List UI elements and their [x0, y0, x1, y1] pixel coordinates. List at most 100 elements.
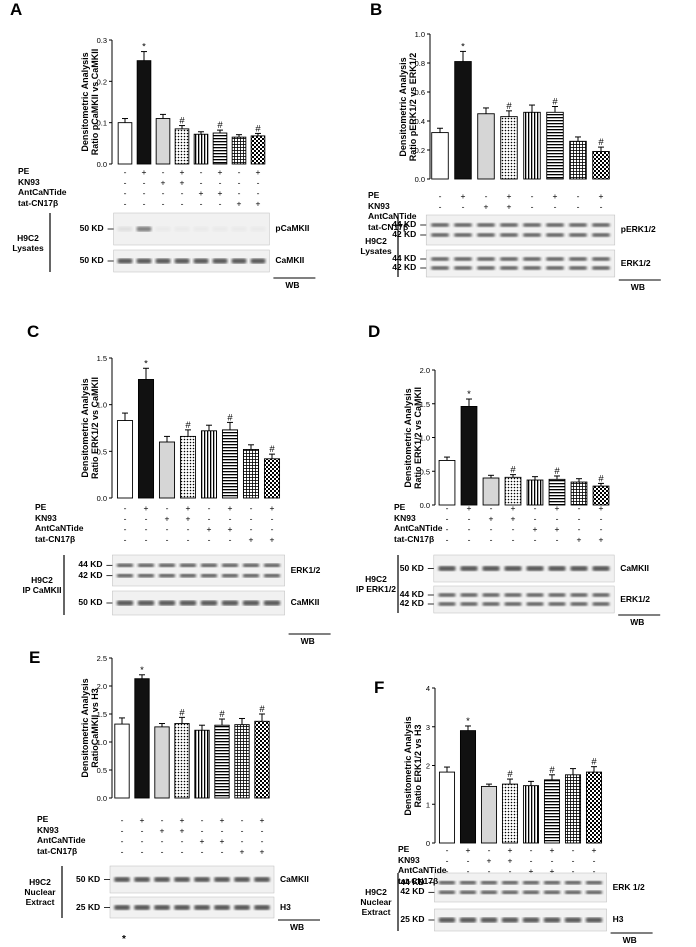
blot-band	[548, 566, 566, 571]
blot-band	[459, 917, 477, 923]
treatment-sign: +	[599, 535, 604, 545]
treatment-sign: +	[220, 836, 225, 846]
blot-band	[477, 257, 495, 261]
blot-band	[117, 258, 133, 264]
treatment-sign: -	[439, 202, 442, 212]
treatment-sign: +	[467, 503, 472, 513]
treatment-sign: +	[577, 535, 582, 545]
treatment-sign: -	[238, 188, 241, 198]
treatment-sign: +	[161, 178, 166, 188]
blot-band	[242, 573, 260, 578]
significance-mark: #	[255, 123, 261, 134]
blot-strip	[425, 214, 616, 246]
wb-label: WB	[622, 935, 637, 945]
blot-band	[592, 593, 610, 597]
bar	[194, 729, 210, 799]
bar	[117, 122, 133, 165]
significance-mark: #	[185, 420, 191, 431]
treatment-sign: -	[439, 191, 442, 201]
treatment-sign: +	[180, 167, 185, 177]
blot-band	[174, 877, 190, 882]
band-name: H3	[280, 901, 291, 912]
treatment-sign: -	[124, 178, 127, 188]
treatment-sign: -	[593, 866, 596, 876]
blot-band	[592, 257, 610, 261]
significance-mark: #	[598, 473, 604, 484]
bar	[569, 140, 587, 180]
significance-mark: #	[179, 707, 185, 718]
blot-band	[114, 905, 130, 910]
treatment-sign: -	[250, 503, 253, 513]
blot-band	[431, 266, 449, 270]
wb-label: WB	[630, 617, 645, 627]
bar	[431, 132, 449, 180]
y-tick-label: 1	[426, 800, 430, 809]
blot-band	[460, 593, 478, 597]
y-axis-title-line: Densitometric Analysis	[80, 678, 90, 778]
y-tick-label: 0.0	[97, 160, 107, 169]
blot-band	[592, 566, 610, 571]
significance-mark: #	[219, 709, 225, 720]
y-tick-label: 0.1	[97, 119, 107, 128]
blot-band	[569, 266, 587, 270]
treatment-sign: +	[207, 524, 212, 534]
treatment-sign: +	[484, 202, 489, 212]
significance-mark: *	[140, 665, 144, 676]
blot-band	[570, 566, 588, 571]
treatment-sign: -	[509, 866, 512, 876]
blot-band	[438, 880, 456, 885]
y-tick-label: 0.4	[415, 117, 425, 126]
y-tick-label: 0.6	[415, 88, 425, 97]
treatment-label: KN93	[394, 512, 416, 523]
treatment-sign: -	[200, 178, 203, 188]
blot-band	[116, 573, 134, 578]
bar	[155, 118, 171, 165]
molecular-weight-marker: 44 KD	[400, 876, 425, 887]
treatment-sign: -	[468, 524, 471, 534]
bar	[585, 771, 603, 844]
blot-band	[480, 917, 498, 923]
treatment-sign: -	[257, 188, 260, 198]
treatment-sign: +	[487, 856, 492, 866]
blot-band	[194, 227, 209, 232]
blot-sample-line: H9C2	[31, 575, 53, 585]
y-tick-label: 0.3	[97, 36, 107, 45]
treatment-sign: +	[240, 847, 245, 857]
panel-label-B: B	[370, 0, 383, 19]
y-axis-title-line: Ratio ERK1/2 vs CaMKII	[413, 386, 423, 489]
blot-band	[570, 593, 588, 597]
treatment-sign: -	[238, 167, 241, 177]
treatment-sign: +	[508, 856, 513, 866]
blot-band	[564, 880, 582, 885]
blot-band	[501, 880, 519, 885]
treatment-label: tat-CN17β	[37, 845, 78, 856]
blot-band	[548, 602, 566, 606]
bar	[212, 132, 228, 165]
treatment-sign: -	[161, 815, 164, 825]
chart-C: 0.00.51.01.5 *###- + - + - + - +- - + + - - - -- - - - + + - -…	[63, 354, 331, 635]
wb-label: WB	[630, 282, 645, 292]
treatment-sign: -	[577, 191, 580, 201]
treatment-sign: +	[144, 503, 149, 513]
blot-band	[234, 877, 250, 882]
treatment-sign: -	[250, 514, 253, 524]
treatment-sign: +	[466, 845, 471, 855]
treatment-sign: -	[534, 514, 537, 524]
treatment-sign: +	[599, 503, 604, 513]
wb-label: WB	[300, 636, 315, 646]
y-tick-label: 0	[426, 839, 430, 848]
treatment-sign: +	[461, 191, 466, 201]
y-tick-label: 0.2	[97, 77, 107, 86]
blot-band	[569, 257, 587, 261]
treatment-sign: +	[270, 535, 275, 545]
treatment-sign: +	[507, 202, 512, 212]
blot-band	[523, 233, 541, 237]
blot-sample-line: IP ERK1/2	[356, 584, 397, 594]
bar	[438, 460, 456, 506]
treatment-sign: -	[534, 503, 537, 513]
treatment-sign: +	[260, 815, 265, 825]
bar	[193, 133, 209, 165]
treatment-sign: -	[467, 856, 470, 866]
chart-E: 0.00.51.01.52.02.5*# # #- + - + - + - +- - + + - - - -- -…	[61, 654, 320, 921]
bar	[174, 723, 190, 799]
